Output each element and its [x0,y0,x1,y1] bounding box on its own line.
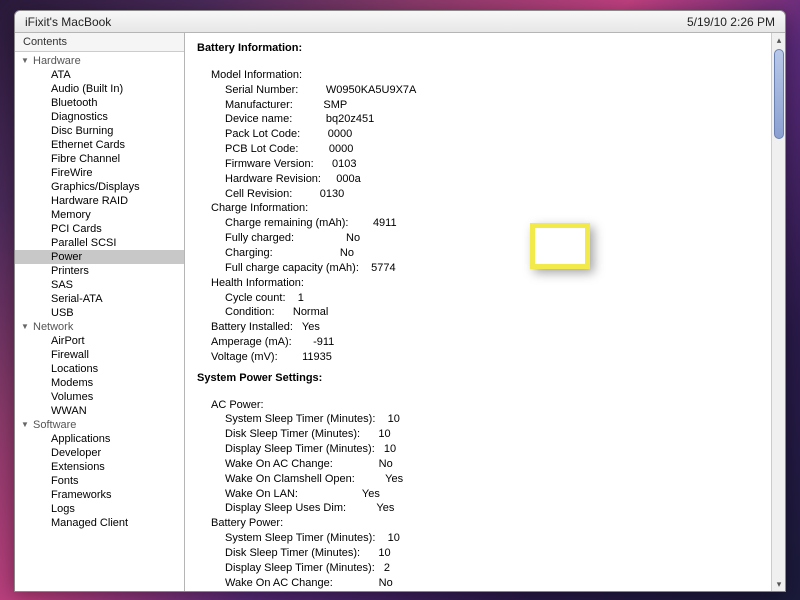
info-row: Fully charged: No [225,231,759,246]
sidebar[interactable]: Contents HardwareATAAudio (Built In)Blue… [15,33,185,591]
sidebar-item-developer[interactable]: Developer [15,446,184,460]
info-row: Full charge capacity (mAh): 5774 [225,261,759,276]
sidebar-item-wwan[interactable]: WWAN [15,404,184,418]
window-datetime: 5/19/10 2:26 PM [687,15,775,29]
section-label: Health Information: [211,276,759,291]
sidebar-item-firewire[interactable]: FireWire [15,166,184,180]
sidebar-item-parallel-scsi[interactable]: Parallel SCSI [15,236,184,250]
info-row: Wake On Clamshell Open: Yes [225,472,759,487]
system-profiler-window: iFixit's MacBook 5/19/10 2:26 PM Content… [14,10,786,592]
sidebar-item-pci-cards[interactable]: PCI Cards [15,222,184,236]
sidebar-item-extensions[interactable]: Extensions [15,460,184,474]
sidebar-item-volumes[interactable]: Volumes [15,390,184,404]
sidebar-item-diagnostics[interactable]: Diagnostics [15,110,184,124]
sidebar-section-network[interactable]: Network [15,320,184,334]
sidebar-item-serial-ata[interactable]: Serial-ATA [15,292,184,306]
info-row: Amperage (mA): -911 [211,335,759,350]
info-row: Display Sleep Uses Dim: Yes [225,501,759,516]
info-row: Hardware Revision: 000a [225,172,759,187]
section-label: Model Information: [211,68,759,83]
info-row: Serial Number: W0950KA5U9X7A [225,83,759,98]
sidebar-item-fonts[interactable]: Fonts [15,474,184,488]
sidebar-item-sas[interactable]: SAS [15,278,184,292]
info-row: Cycle count: 1 [225,291,759,306]
info-row: Device name: bq20z451 [225,112,759,127]
info-row: Display Sleep Timer (Minutes): 2 [225,561,759,576]
sidebar-item-usb[interactable]: USB [15,306,184,320]
info-row: Voltage (mV): 11935 [211,350,759,365]
sidebar-item-modems[interactable]: Modems [15,376,184,390]
info-row: Condition: Normal [225,305,759,320]
section-label: Battery Information: [197,41,759,56]
info-row: Wake On AC Change: No [225,457,759,472]
info-row: Charging: No [225,246,759,261]
content-scroll[interactable]: Battery Information: Model Information:Se… [185,33,771,591]
section-label: Charge Information: [211,201,759,216]
section-label: Battery Power: [211,516,759,531]
scroll-thumb[interactable] [774,49,784,139]
info-row: System Sleep Timer (Minutes): 10 [225,531,759,546]
sidebar-item-power[interactable]: Power [15,250,184,264]
window-title: iFixit's MacBook [25,15,111,29]
info-row: Charge remaining (mAh): 4911 [225,216,759,231]
info-row: Wake On AC Change: No [225,576,759,591]
titlebar[interactable]: iFixit's MacBook 5/19/10 2:26 PM [15,11,785,33]
scroll-up-arrow[interactable]: ▴ [772,33,785,47]
info-row: Cell Revision: 0130 [225,187,759,202]
sidebar-item-audio-built-in-[interactable]: Audio (Built In) [15,82,184,96]
sidebar-section-hardware[interactable]: Hardware [15,54,184,68]
section-label: System Power Settings: [197,371,759,386]
sidebar-item-applications[interactable]: Applications [15,432,184,446]
sidebar-item-frameworks[interactable]: Frameworks [15,488,184,502]
sidebar-item-ata[interactable]: ATA [15,68,184,82]
sidebar-item-hardware-raid[interactable]: Hardware RAID [15,194,184,208]
info-row: Manufacturer: SMP [225,98,759,113]
scrollbar-vertical[interactable]: ▴ ▾ [771,33,785,591]
sidebar-item-firewall[interactable]: Firewall [15,348,184,362]
info-row: Disk Sleep Timer (Minutes): 10 [225,546,759,561]
sidebar-section-software[interactable]: Software [15,418,184,432]
sidebar-item-airport[interactable]: AirPort [15,334,184,348]
sidebar-header: Contents [15,33,184,52]
sidebar-item-locations[interactable]: Locations [15,362,184,376]
sidebar-item-memory[interactable]: Memory [15,208,184,222]
content-pane: Battery Information: Model Information:Se… [185,33,785,591]
scroll-down-arrow[interactable]: ▾ [772,577,785,591]
sidebar-item-logs[interactable]: Logs [15,502,184,516]
sidebar-item-managed-client[interactable]: Managed Client [15,516,184,530]
sidebar-item-ethernet-cards[interactable]: Ethernet Cards [15,138,184,152]
info-row: Firmware Version: 0103 [225,157,759,172]
sidebar-item-fibre-channel[interactable]: Fibre Channel [15,152,184,166]
info-row: Disk Sleep Timer (Minutes): 10 [225,427,759,442]
info-row: System Sleep Timer (Minutes): 10 [225,412,759,427]
info-row: Pack Lot Code: 0000 [225,127,759,142]
info-row: Battery Installed: Yes [211,320,759,335]
window-body: Contents HardwareATAAudio (Built In)Blue… [15,33,785,591]
sidebar-tree: HardwareATAAudio (Built In)BluetoothDiag… [15,52,184,538]
info-row: Display Sleep Timer (Minutes): 10 [225,442,759,457]
sidebar-item-disc-burning[interactable]: Disc Burning [15,124,184,138]
sidebar-item-graphics-displays[interactable]: Graphics/Displays [15,180,184,194]
section-label: AC Power: [211,398,759,413]
sidebar-item-printers[interactable]: Printers [15,264,184,278]
info-row: Wake On LAN: Yes [225,487,759,502]
info-row: PCB Lot Code: 0000 [225,142,759,157]
sidebar-item-bluetooth[interactable]: Bluetooth [15,96,184,110]
